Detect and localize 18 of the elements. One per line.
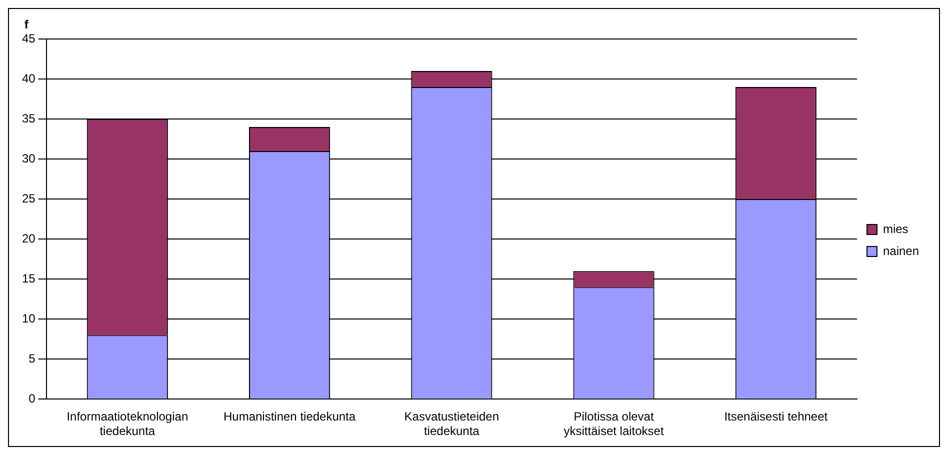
y-tick-label: 20 <box>22 231 36 246</box>
x-tick-label: Itsenäisesti tehneet <box>724 410 828 424</box>
y-tick-label: 5 <box>28 351 36 366</box>
x-tick-label: Kasvatustieteiden tiedekunta <box>404 410 500 438</box>
y-tick-label: 25 <box>22 191 36 206</box>
x-tick-label: Pilotissa olevat yksittäiset laitokset <box>564 410 664 438</box>
y-tick-label: 35 <box>22 111 36 126</box>
y-tick-label: 15 <box>22 271 36 286</box>
y-tick-label: 0 <box>28 392 36 406</box>
y-axis-title: f <box>24 17 30 32</box>
y-tick-label: 10 <box>22 311 36 326</box>
y-tick-label: 30 <box>22 151 36 166</box>
y-tick-label: 45 <box>22 31 36 46</box>
y-tick-label: 40 <box>22 71 36 86</box>
x-tick-label: Informaatioteknologian tiedekunta <box>66 410 188 438</box>
x-tick-label: Humanistinen tiedekunta <box>223 410 356 424</box>
legend-label: nainen <box>882 244 920 258</box>
legend-label: mies <box>882 222 908 236</box>
